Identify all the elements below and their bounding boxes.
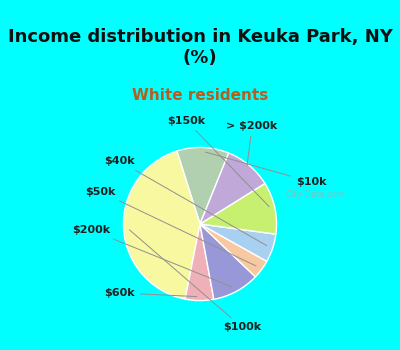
Wedge shape <box>185 224 214 301</box>
Text: $60k: $60k <box>104 288 197 298</box>
Wedge shape <box>200 153 265 224</box>
Wedge shape <box>200 224 267 277</box>
Text: > $200k: > $200k <box>226 121 278 166</box>
Text: $100k: $100k <box>130 230 261 332</box>
Text: $50k: $50k <box>85 187 256 266</box>
Text: White residents: White residents <box>132 88 268 103</box>
Text: $200k: $200k <box>72 225 232 287</box>
Text: Income distribution in Keuka Park, NY
(%): Income distribution in Keuka Park, NY (%… <box>8 28 392 67</box>
Wedge shape <box>177 147 229 224</box>
Wedge shape <box>200 224 276 261</box>
Wedge shape <box>200 224 256 299</box>
Text: $150k: $150k <box>167 116 269 206</box>
Wedge shape <box>124 151 200 299</box>
Wedge shape <box>200 183 276 234</box>
Text: $40k: $40k <box>104 156 267 246</box>
Text: City-Data.com: City-Data.com <box>286 190 346 199</box>
Text: $10k: $10k <box>206 152 326 187</box>
